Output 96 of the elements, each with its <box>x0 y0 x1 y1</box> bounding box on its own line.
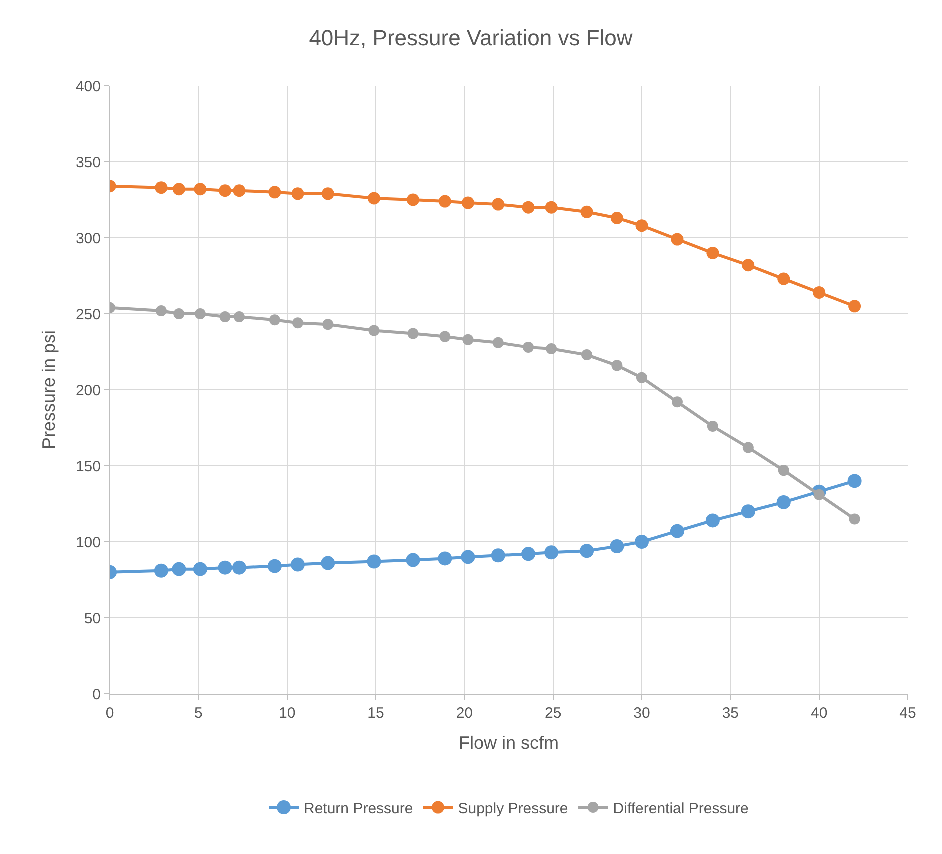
point <box>268 559 282 574</box>
point <box>742 442 754 454</box>
point <box>234 312 245 323</box>
point <box>292 318 304 329</box>
point <box>290 558 305 572</box>
point <box>813 286 826 299</box>
point <box>172 183 186 196</box>
point <box>610 540 624 554</box>
point <box>367 554 382 569</box>
point <box>233 184 246 198</box>
point <box>544 546 559 560</box>
point <box>220 312 231 323</box>
point <box>707 420 718 432</box>
point <box>636 220 648 232</box>
point <box>232 560 246 575</box>
y-axis-title: Pressure in psi <box>39 330 60 450</box>
x-tick-label: 45 <box>900 705 916 722</box>
x-tick-label: 35 <box>722 705 740 722</box>
point <box>194 308 206 320</box>
point <box>194 183 207 196</box>
point <box>156 305 167 316</box>
point <box>706 514 720 528</box>
point <box>635 535 649 549</box>
point <box>462 196 474 210</box>
point <box>321 556 336 570</box>
point <box>778 465 790 476</box>
point <box>670 524 684 538</box>
x-tick-label: 40 <box>810 705 828 722</box>
point <box>461 550 476 564</box>
x-tick-label: 20 <box>456 705 474 722</box>
point <box>492 198 505 211</box>
point <box>580 544 594 558</box>
point <box>523 342 534 353</box>
point <box>193 562 208 576</box>
point <box>368 325 380 336</box>
point <box>636 372 648 384</box>
point <box>612 360 623 372</box>
x-tick-label: 15 <box>368 705 384 722</box>
legend-label: Differential Pressure <box>613 800 749 818</box>
point <box>742 259 755 272</box>
point <box>438 195 452 208</box>
x-tick-label: 5 <box>194 705 203 722</box>
point <box>322 319 334 330</box>
point <box>218 560 232 575</box>
y-tick-label: 50 <box>84 610 101 628</box>
y-tick-label: 200 <box>76 382 101 400</box>
point <box>671 233 684 246</box>
point <box>580 206 594 218</box>
x-tick-label: 0 <box>106 705 114 722</box>
point <box>268 186 282 199</box>
point <box>706 246 720 260</box>
point <box>610 212 624 224</box>
point <box>848 474 862 488</box>
y-tick-label: 150 <box>76 458 101 476</box>
chart-title: 40Hz, Pressure Variation vs Flow <box>309 25 633 50</box>
point <box>778 272 790 286</box>
point <box>672 396 683 408</box>
point <box>438 552 452 566</box>
legend-label: Supply Pressure <box>458 800 568 818</box>
y-tick-label: 100 <box>76 534 101 552</box>
y-tick-label: 300 <box>76 230 101 248</box>
point <box>219 184 232 198</box>
point <box>292 188 304 200</box>
point <box>848 300 862 313</box>
point <box>522 547 536 562</box>
point <box>172 562 186 576</box>
point <box>368 192 380 205</box>
point <box>174 308 185 320</box>
point <box>741 504 756 519</box>
point <box>406 194 420 206</box>
y-tick-label: 250 <box>76 306 101 324</box>
point <box>408 328 419 340</box>
x-tick-label: 10 <box>278 705 296 722</box>
point <box>462 334 474 346</box>
point <box>155 182 168 194</box>
legend-label: Return Pressure <box>304 800 414 818</box>
point <box>492 337 504 348</box>
point <box>154 564 168 578</box>
y-tick-label: 400 <box>76 78 101 96</box>
point <box>814 489 825 500</box>
y-tick-label: 350 <box>76 154 101 172</box>
point <box>546 343 558 354</box>
point <box>582 350 593 361</box>
point <box>776 495 791 510</box>
point <box>849 514 860 525</box>
point <box>491 548 506 563</box>
point <box>406 553 420 568</box>
point <box>322 188 334 200</box>
y-tick-label: 0 <box>92 686 101 704</box>
point <box>269 314 280 326</box>
x-axis-title: Flow in scfm <box>458 733 560 754</box>
point <box>522 201 535 214</box>
x-tick-label: 25 <box>544 705 562 722</box>
point <box>440 331 451 342</box>
x-tick-label: 30 <box>634 705 650 722</box>
point <box>545 201 558 214</box>
